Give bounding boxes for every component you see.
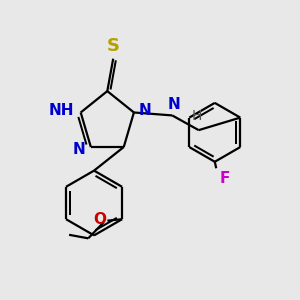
Text: F: F	[219, 171, 230, 186]
Text: N: N	[73, 142, 85, 157]
Text: NH: NH	[49, 103, 74, 118]
Text: N: N	[138, 103, 151, 118]
Text: S: S	[107, 37, 120, 55]
Text: N: N	[167, 98, 180, 112]
Text: H: H	[192, 109, 202, 123]
Text: O: O	[93, 212, 106, 227]
